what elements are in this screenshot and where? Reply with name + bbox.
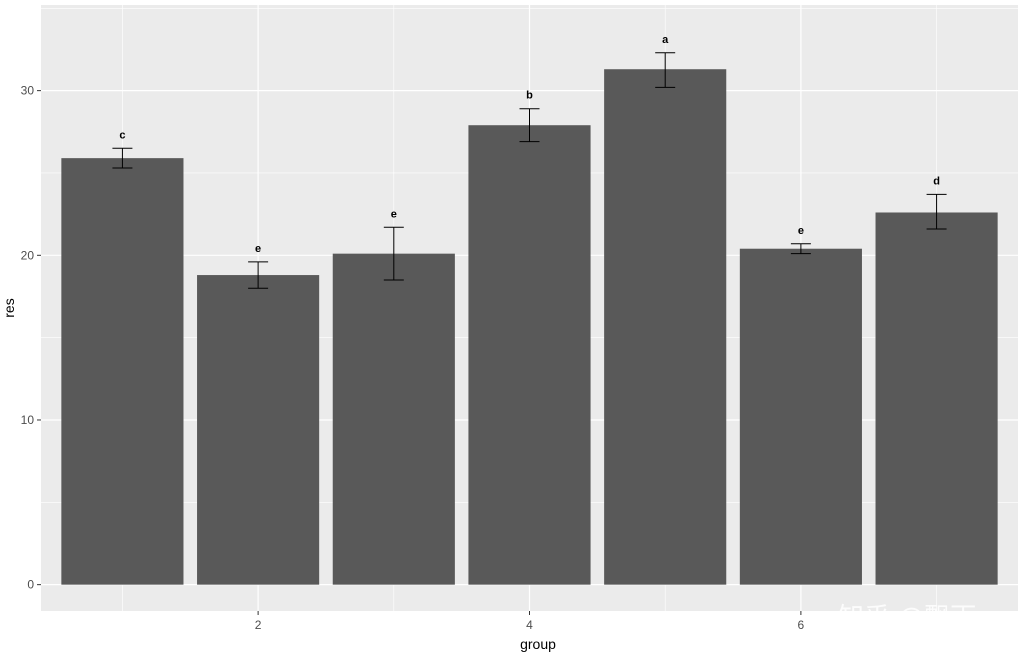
y-axis-title: res	[1, 298, 17, 317]
bar	[739, 248, 862, 585]
bars-group	[61, 69, 998, 585]
x-axis-title: group	[520, 636, 556, 652]
significance-label: e	[798, 225, 804, 237]
x-tick-label: 6	[798, 618, 805, 632]
watermark-text: 知乎 @飘雨	[838, 603, 976, 633]
significance-label: a	[662, 34, 669, 46]
y-tick-label: 20	[21, 248, 35, 262]
significance-labels-group: c e e b a e d	[119, 34, 940, 255]
bar	[875, 212, 998, 585]
bar	[468, 125, 591, 585]
y-tick-label: 10	[21, 413, 35, 427]
significance-label: d	[933, 175, 940, 187]
bar	[604, 69, 727, 585]
significance-label: c	[119, 129, 125, 141]
errorbars-group	[112, 52, 947, 289]
significance-label: e	[255, 243, 261, 255]
y-axis: 0 10 20 30	[21, 84, 41, 592]
x-tick-label: 2	[255, 618, 262, 632]
bar	[197, 275, 320, 585]
y-tick-label: 0	[27, 578, 34, 592]
y-tick-label: 30	[21, 84, 35, 98]
x-axis: 2 4 6	[255, 611, 805, 632]
bar	[332, 253, 455, 585]
significance-label: e	[391, 208, 397, 220]
x-tick-label: 4	[526, 618, 533, 632]
bar	[61, 158, 184, 585]
significance-label: b	[526, 90, 533, 102]
